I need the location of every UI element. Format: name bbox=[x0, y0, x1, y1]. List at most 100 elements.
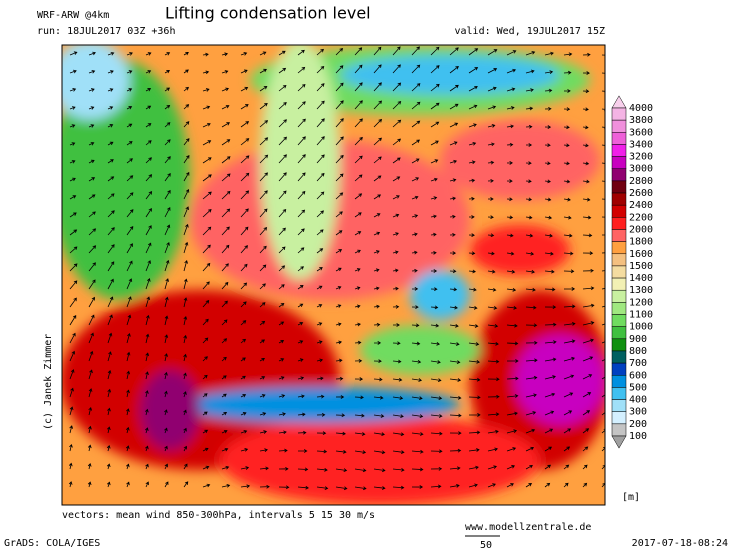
wind-arrow bbox=[430, 414, 443, 418]
colorbar-label: 1600 bbox=[629, 249, 653, 260]
wind-arrow bbox=[69, 297, 77, 308]
wind-arrow bbox=[297, 209, 306, 218]
wind-arrow bbox=[544, 269, 555, 274]
wind-arrow bbox=[411, 378, 423, 382]
wind-arrow bbox=[87, 444, 92, 452]
wind-arrow bbox=[69, 195, 77, 200]
wind-arrow bbox=[601, 323, 605, 326]
wind-arrow bbox=[354, 468, 367, 473]
colorbar-label: 3800 bbox=[629, 115, 653, 126]
wind-arrow bbox=[278, 358, 285, 362]
wind-arrow bbox=[468, 123, 477, 128]
wind-arrow bbox=[563, 107, 571, 112]
colorbar-box bbox=[611, 168, 627, 182]
wind-arrow bbox=[88, 159, 95, 164]
wind-arrow bbox=[107, 278, 114, 290]
wind-arrow bbox=[544, 197, 552, 202]
wind-arrow bbox=[468, 287, 477, 292]
colorbar-label: 2800 bbox=[629, 176, 653, 187]
wind-arrow bbox=[202, 429, 209, 434]
wind-arrow bbox=[506, 161, 513, 165]
wind-arrow bbox=[145, 390, 149, 398]
colorbar-box bbox=[611, 387, 627, 400]
wind-arrow bbox=[107, 210, 115, 218]
wind-arrow bbox=[335, 118, 344, 128]
colorbar-label: 900 bbox=[629, 334, 647, 345]
wind-arrow bbox=[202, 70, 210, 75]
wind-arrow bbox=[411, 177, 420, 182]
wind-arrow bbox=[278, 84, 287, 92]
wind-arrow bbox=[335, 468, 348, 473]
wind-arrow bbox=[563, 251, 574, 256]
wind-arrow bbox=[240, 172, 250, 182]
wind-arrow bbox=[316, 267, 323, 272]
colorbar-box bbox=[611, 180, 627, 194]
wind-arrow bbox=[525, 161, 532, 166]
wind-arrow bbox=[449, 141, 458, 146]
wind-arrow bbox=[392, 450, 405, 455]
wind-arrow bbox=[506, 447, 517, 452]
wind-arrow bbox=[487, 359, 500, 364]
wind-arrow bbox=[297, 394, 305, 399]
wind-arrow bbox=[88, 51, 96, 56]
wind-arrow bbox=[582, 392, 592, 398]
wind-arrow bbox=[373, 341, 382, 345]
colorbar-box bbox=[611, 253, 627, 267]
wind-arrow bbox=[563, 356, 575, 362]
wind-arrow bbox=[164, 207, 171, 218]
wind-arrow bbox=[259, 484, 270, 489]
wind-arrow bbox=[582, 179, 590, 184]
wind-arrow bbox=[430, 232, 437, 237]
wind-arrow bbox=[335, 65, 344, 74]
wind-arrow bbox=[164, 278, 170, 290]
wind-arrow bbox=[392, 485, 405, 490]
wind-arrow bbox=[468, 48, 479, 56]
wind-arrow bbox=[183, 372, 187, 380]
wind-arrow bbox=[221, 226, 230, 236]
wind-arrow bbox=[202, 281, 210, 290]
colorbar-box bbox=[611, 423, 627, 437]
wind-arrow bbox=[240, 320, 247, 326]
wind-arrow bbox=[278, 172, 287, 182]
wind-arrow bbox=[525, 305, 537, 310]
colorbar-label: 300 bbox=[629, 407, 647, 418]
wind-arrow bbox=[487, 215, 494, 220]
wind-arrow bbox=[468, 251, 476, 256]
colorbar-box bbox=[611, 362, 627, 376]
wind-arrow bbox=[126, 296, 132, 308]
wind-arrow bbox=[373, 268, 380, 273]
wind-arrow bbox=[373, 432, 385, 437]
wind-arrow bbox=[297, 66, 306, 74]
wind-arrow bbox=[164, 70, 171, 74]
wind-arrow bbox=[354, 395, 364, 400]
wind-arrow bbox=[183, 260, 188, 272]
wind-arrow bbox=[145, 140, 152, 146]
wind-arrow bbox=[373, 64, 382, 74]
wind-arrow bbox=[221, 465, 230, 470]
wind-arrow bbox=[259, 190, 268, 200]
wind-arrow bbox=[69, 142, 76, 146]
wind-arrow bbox=[107, 332, 113, 344]
wind-arrow bbox=[582, 161, 590, 166]
wind-arrow bbox=[240, 430, 248, 434]
wind-arrow bbox=[392, 138, 402, 146]
wind-arrow bbox=[373, 468, 386, 473]
wind-arrow bbox=[88, 211, 96, 218]
wind-arrow bbox=[411, 467, 424, 472]
wind-arrow bbox=[468, 233, 475, 237]
wind-arrow bbox=[525, 323, 538, 328]
wind-arrow bbox=[145, 88, 152, 92]
colorbar-box bbox=[611, 375, 627, 388]
colorbar-unit: [m] bbox=[622, 492, 640, 503]
wind-arrow bbox=[297, 190, 306, 200]
wind-arrow bbox=[278, 102, 287, 110]
wind-arrow bbox=[544, 375, 556, 380]
wind-arrow bbox=[240, 155, 250, 164]
wind-arrow bbox=[259, 68, 267, 74]
wind-arrow bbox=[278, 302, 285, 308]
wind-arrow bbox=[411, 250, 418, 255]
wind-arrow bbox=[107, 244, 115, 254]
wind-arrow bbox=[259, 86, 268, 92]
wind-arrow bbox=[259, 208, 268, 218]
wind-arrow bbox=[601, 252, 605, 254]
